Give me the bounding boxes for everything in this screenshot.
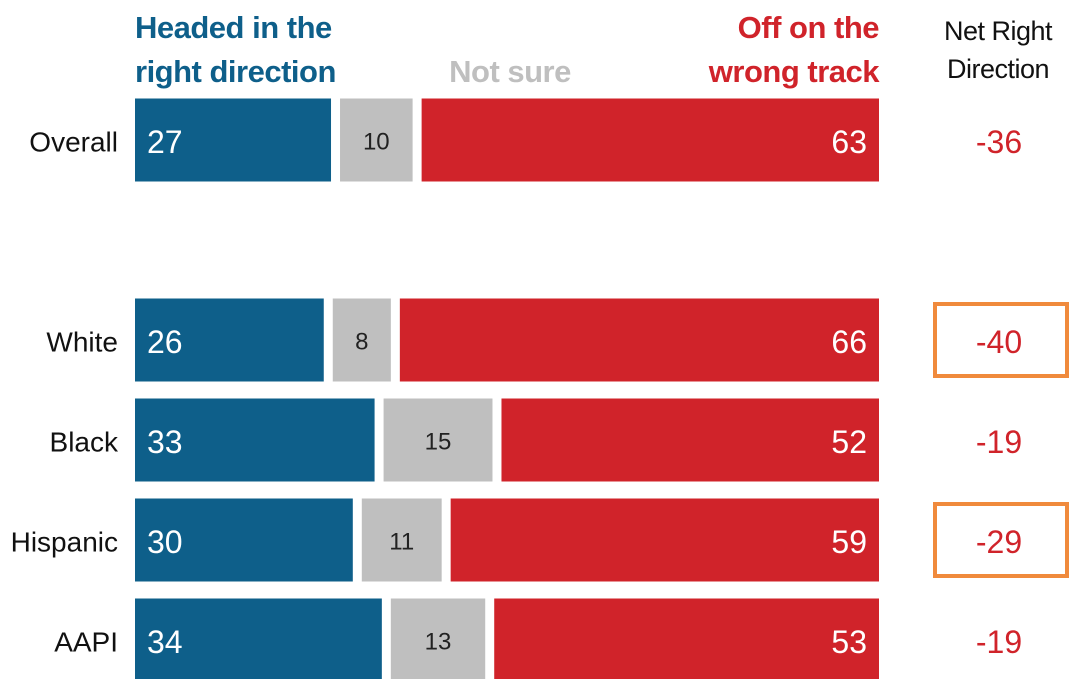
- category-label: Overall: [29, 127, 118, 158]
- bar-segment: [340, 98, 413, 182]
- legend-entry: Off on the wrong track: [708, 10, 880, 89]
- value-label: 34: [147, 624, 183, 660]
- value-label: 15: [425, 429, 452, 456]
- bar-segment: [135, 98, 332, 182]
- net-value: -36: [976, 124, 1022, 160]
- value-label: 66: [831, 324, 867, 360]
- category-label: White: [46, 327, 118, 358]
- net-value: -19: [976, 424, 1022, 460]
- bar-segment: [450, 498, 879, 582]
- legend-entry: Not sure: [449, 54, 571, 89]
- value-label: 52: [831, 424, 867, 460]
- value-label: 10: [363, 129, 390, 156]
- bar-segment: [361, 498, 442, 582]
- value-label: 26: [147, 324, 183, 360]
- net-value: -29: [976, 524, 1022, 560]
- category-label: Black: [50, 427, 119, 458]
- category-label: AAPI: [54, 627, 118, 658]
- value-label: 11: [389, 529, 414, 556]
- highlight-box: [933, 302, 1069, 378]
- bar-segment: [399, 298, 879, 382]
- value-label: 63: [831, 124, 867, 160]
- bar-segment: [421, 98, 879, 182]
- bar-segment: [383, 398, 493, 482]
- legend-entry: Headed in the right direction: [135, 10, 336, 89]
- value-label: 30: [147, 524, 183, 560]
- bar-segment: [501, 398, 879, 482]
- value-label: 33: [147, 424, 183, 460]
- bar-segment: [494, 598, 879, 679]
- bar-segment: [135, 598, 382, 679]
- highlight-box: [933, 502, 1069, 578]
- bar-segment: [332, 298, 391, 382]
- value-label: 53: [831, 624, 867, 660]
- bar-segment: [390, 598, 486, 679]
- net-header: Net Right Direction: [943, 16, 1053, 84]
- value-label: 8: [355, 329, 368, 356]
- net-value: -19: [976, 624, 1022, 660]
- category-label: Hispanic: [11, 527, 118, 558]
- bar-segment: [135, 498, 353, 582]
- bar-segment: [135, 398, 375, 482]
- value-label: 59: [831, 524, 867, 560]
- value-label: 27: [147, 124, 183, 160]
- value-label: 13: [425, 629, 452, 656]
- bar-segment: [135, 298, 324, 382]
- net-value: -40: [976, 324, 1022, 360]
